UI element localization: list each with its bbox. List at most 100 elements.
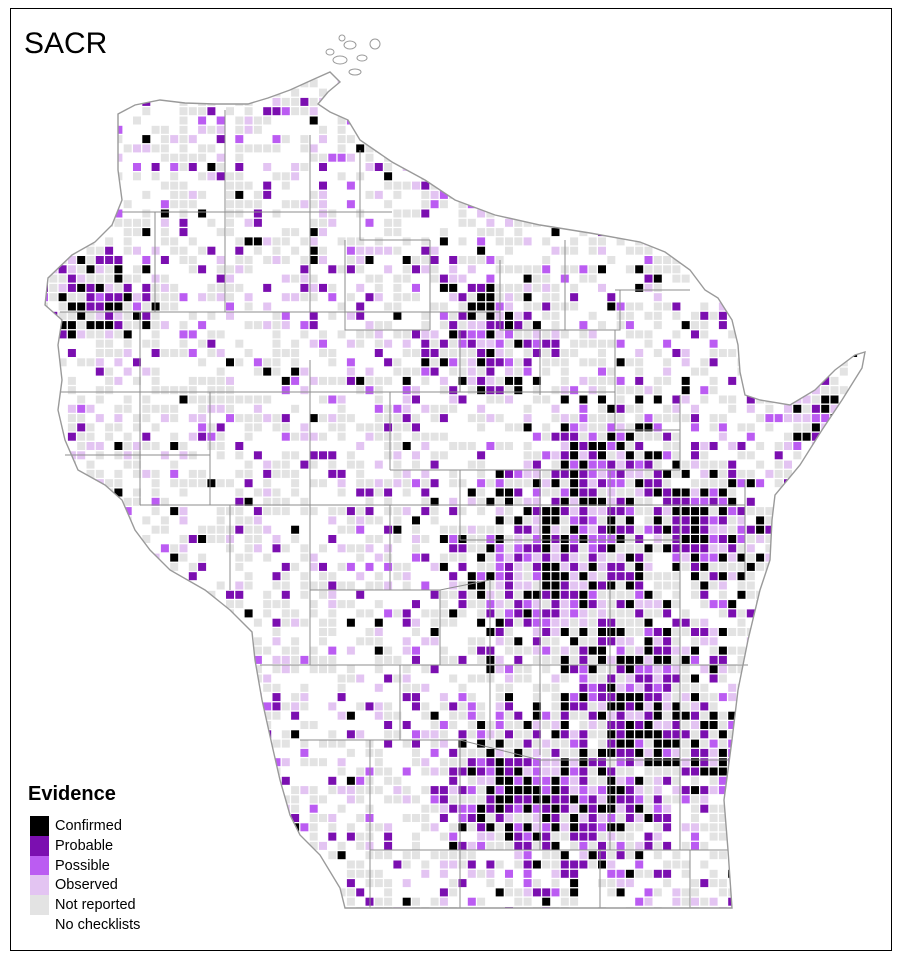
survey-block (244, 88, 253, 97)
survey-block (170, 135, 179, 144)
survey-block (821, 600, 830, 609)
survey-block (430, 451, 439, 460)
survey-block (207, 897, 216, 906)
survey-block (691, 321, 699, 330)
survey-block (653, 516, 662, 525)
survey-block (188, 432, 197, 441)
survey-block (616, 386, 625, 395)
survey-block (523, 330, 532, 339)
survey-block (700, 758, 709, 767)
survey-block (532, 572, 541, 581)
survey-block (216, 516, 225, 525)
survey-block (718, 181, 727, 190)
survey-block (793, 414, 802, 423)
survey-block (384, 888, 393, 897)
survey-block (142, 321, 151, 330)
survey-block (551, 841, 560, 850)
survey-block (579, 786, 588, 795)
survey-block (802, 395, 811, 404)
survey-block (653, 702, 662, 711)
survey-block (765, 869, 774, 878)
survey-block (598, 851, 606, 860)
survey-block (170, 674, 179, 683)
survey-block (728, 572, 737, 581)
survey-block (542, 711, 551, 720)
survey-block (337, 841, 346, 850)
survey-block (160, 88, 169, 97)
survey-block (625, 590, 634, 599)
survey-block (300, 144, 309, 153)
survey-block (774, 516, 783, 525)
survey-block (700, 535, 709, 543)
survey-block (291, 200, 300, 209)
survey-block (486, 358, 495, 367)
survey-block (412, 702, 420, 711)
survey-block (644, 776, 653, 785)
survey-block (263, 283, 272, 292)
survey-block (505, 376, 513, 385)
survey-block (384, 302, 393, 311)
survey-block (579, 739, 588, 748)
survey-block (598, 600, 606, 609)
survey-block (849, 535, 858, 543)
survey-block (402, 135, 411, 144)
survey-block (598, 376, 606, 385)
survey-block (216, 730, 225, 739)
survey-block (542, 655, 551, 664)
survey-block (133, 683, 141, 692)
survey-block (588, 442, 597, 450)
survey-block (607, 72, 616, 78)
survey-block (532, 590, 541, 599)
survey-block (207, 739, 216, 748)
survey-block (95, 544, 104, 553)
survey-block (77, 79, 86, 88)
survey-block (839, 739, 848, 748)
survey-block (421, 190, 430, 199)
survey-block (95, 321, 104, 330)
survey-block (644, 414, 653, 423)
survey-block (737, 516, 746, 525)
survey-block (616, 516, 625, 525)
survey-block (663, 683, 672, 692)
survey-block (142, 302, 151, 311)
survey-block (77, 200, 86, 209)
survey-block (346, 795, 355, 804)
survey-block (45, 665, 48, 674)
survey-block (839, 72, 848, 78)
survey-block (542, 609, 551, 618)
survey-block (281, 776, 290, 785)
survey-block (505, 293, 513, 302)
survey-block (160, 349, 169, 357)
survey-block (709, 628, 718, 636)
survey-block (635, 646, 644, 655)
survey-block (672, 572, 681, 581)
survey-block (523, 721, 532, 729)
survey-block (449, 125, 458, 134)
survey-block (588, 860, 597, 869)
survey-block (598, 535, 606, 543)
survey-block (681, 674, 690, 683)
survey-block (663, 302, 672, 311)
survey-block (356, 590, 365, 599)
survey-block (644, 135, 653, 144)
survey-block (737, 581, 746, 590)
survey-block (458, 97, 467, 106)
survey-block (365, 488, 374, 497)
survey-block (653, 218, 662, 227)
survey-block (560, 330, 569, 339)
survey-block (514, 553, 523, 562)
survey-block (458, 200, 467, 209)
survey-block (216, 442, 225, 450)
survey-block (560, 590, 569, 599)
survey-block (114, 469, 123, 478)
survey-block (393, 795, 402, 804)
survey-block (486, 562, 495, 571)
survey-block (439, 646, 448, 655)
survey-block (616, 311, 625, 320)
survey-block (356, 525, 365, 534)
survey-block (560, 711, 569, 720)
survey-block (412, 832, 420, 841)
survey-block (309, 293, 318, 302)
survey-block (449, 702, 458, 711)
survey-block (198, 674, 207, 683)
